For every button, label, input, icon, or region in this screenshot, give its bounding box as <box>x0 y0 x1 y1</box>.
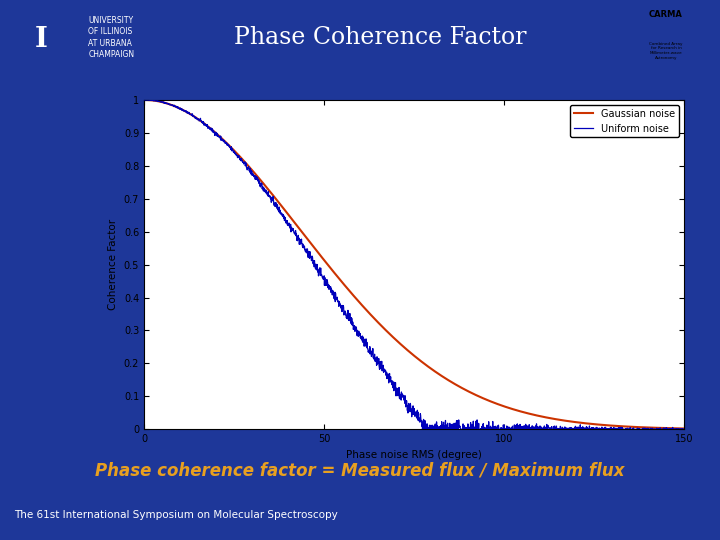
Uniform noise <box>420 426 428 433</box>
Y-axis label: Coherence Factor: Coherence Factor <box>108 219 118 310</box>
Gaussian noise <box>664 425 672 431</box>
Line: Gaussian noise: Gaussian noise <box>144 100 684 428</box>
Gaussian noise <box>565 418 574 424</box>
Uniform noise <box>388 380 397 387</box>
Gaussian noise <box>664 425 672 431</box>
Line: Uniform noise: Uniform noise <box>144 100 684 429</box>
Uniform noise <box>402 397 411 404</box>
Uniform noise <box>680 426 688 433</box>
Uniform noise <box>140 97 148 103</box>
Text: Combined Array
for Research in
Millimeter-wave
Astronomy: Combined Array for Research in Millimete… <box>649 42 683 60</box>
Legend: Gaussian noise, Uniform noise: Gaussian noise, Uniform noise <box>570 105 679 137</box>
Gaussian noise <box>402 346 411 353</box>
Uniform noise <box>167 102 176 109</box>
Text: UNIVERSITY
OF ILLINOIS
AT URBANA
CHAMPAIGN: UNIVERSITY OF ILLINOIS AT URBANA CHAMPAI… <box>89 16 135 59</box>
Uniform noise <box>665 426 673 433</box>
Uniform noise <box>565 426 574 433</box>
Gaussian noise <box>140 97 148 103</box>
X-axis label: Phase noise RMS (degree): Phase noise RMS (degree) <box>346 450 482 460</box>
Text: The 61st International Symposium on Molecular Spectroscopy: The 61st International Symposium on Mole… <box>14 510 338 520</box>
Text: I: I <box>35 25 48 52</box>
Text: Phase coherence factor = Measured flux / Maximum flux: Phase coherence factor = Measured flux /… <box>95 461 625 479</box>
Gaussian noise <box>680 425 688 431</box>
Text: CARMA: CARMA <box>649 10 683 18</box>
Gaussian noise <box>167 102 176 108</box>
Text: Phase Coherence Factor: Phase Coherence Factor <box>234 26 526 49</box>
Gaussian noise <box>388 333 397 340</box>
Uniform noise <box>664 426 672 433</box>
